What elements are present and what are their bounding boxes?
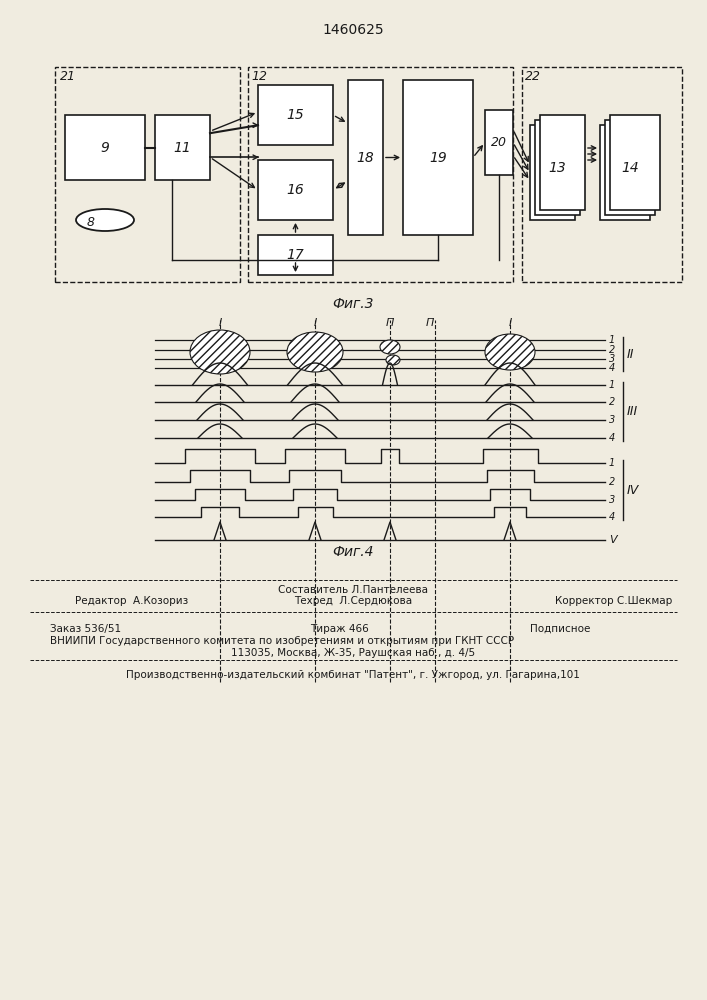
Text: I: I [508, 318, 512, 328]
Text: 12: 12 [251, 70, 267, 83]
Bar [258, 160, 333, 220]
Text: 18: 18 [356, 150, 375, 164]
Ellipse shape [380, 340, 400, 354]
Bar [535, 120, 580, 215]
Text: Тираж 466: Тираж 466 [310, 624, 369, 634]
Text: 3: 3 [609, 495, 615, 505]
Ellipse shape [386, 355, 400, 365]
Text: 1: 1 [609, 458, 615, 468]
Bar [248, 67, 513, 282]
Text: Составитель Л.Пантелеева: Составитель Л.Пантелеева [278, 585, 428, 595]
Text: 2: 2 [609, 477, 615, 487]
Ellipse shape [76, 209, 134, 231]
Text: 2: 2 [609, 397, 615, 407]
Text: 15: 15 [286, 108, 305, 122]
Text: 20: 20 [491, 136, 507, 149]
Bar [403, 80, 473, 235]
Text: Фиг.4: Фиг.4 [332, 545, 374, 559]
Text: 17: 17 [286, 248, 305, 262]
Text: I: I [218, 318, 221, 328]
Text: 3: 3 [609, 415, 615, 425]
Bar [540, 115, 585, 210]
Text: Фиг.3: Фиг.3 [332, 297, 374, 311]
Text: Техред  Л.Сердюкова: Техред Л.Сердюкова [294, 596, 412, 606]
Text: 4: 4 [609, 433, 615, 443]
Text: 1460625: 1460625 [322, 23, 384, 37]
Text: 22: 22 [525, 70, 541, 83]
Bar [155, 115, 210, 180]
Text: 19: 19 [429, 150, 447, 164]
Text: 16: 16 [286, 183, 305, 197]
Bar [485, 110, 513, 175]
Text: 2: 2 [609, 345, 615, 355]
Ellipse shape [190, 330, 250, 374]
Text: Заказ 536/51: Заказ 536/51 [50, 624, 121, 634]
Bar [522, 67, 682, 282]
Text: ВНИИПИ Государственного комитета по изобретениям и открытиям при ГКНТ СССР: ВНИИПИ Государственного комитета по изоб… [50, 636, 514, 646]
Bar [348, 80, 383, 235]
Text: 1: 1 [609, 380, 615, 390]
Text: Π: Π [426, 318, 434, 328]
Text: 14: 14 [621, 161, 639, 175]
Text: 11: 11 [174, 140, 192, 154]
Ellipse shape [485, 334, 535, 370]
Text: II: II [627, 348, 634, 360]
Text: Производственно-издательский комбинат "Патент", г. Ужгород, ул. Гагарина,101: Производственно-издательский комбинат "П… [126, 670, 580, 680]
Text: Корректор С.Шекмар: Корректор С.Шекмар [555, 596, 672, 606]
Text: 113035, Москва, Ж-35, Раушская наб., д. 4/5: 113035, Москва, Ж-35, Раушская наб., д. … [231, 648, 475, 658]
Text: I: I [313, 318, 317, 328]
Bar [610, 115, 660, 210]
Bar [605, 120, 655, 215]
Bar [65, 115, 145, 180]
Text: Подписное: Подписное [530, 624, 590, 634]
Text: Π: Π [386, 318, 395, 328]
Text: 1: 1 [609, 335, 615, 345]
Ellipse shape [287, 332, 343, 372]
Text: 4: 4 [609, 512, 615, 522]
Bar [258, 235, 333, 275]
Text: 3: 3 [609, 354, 615, 364]
Text: 4: 4 [609, 363, 615, 373]
Bar [530, 125, 575, 220]
Text: IV: IV [627, 484, 639, 496]
Text: 13: 13 [548, 161, 566, 175]
Text: 21: 21 [60, 70, 76, 83]
Bar [258, 85, 333, 145]
Text: 8: 8 [87, 217, 95, 230]
Text: Редактор  А.Козориз: Редактор А.Козориз [75, 596, 188, 606]
Bar [55, 67, 240, 282]
Text: 9: 9 [100, 140, 110, 154]
Text: III: III [627, 405, 638, 418]
Text: V: V [609, 535, 617, 545]
Bar [600, 125, 650, 220]
